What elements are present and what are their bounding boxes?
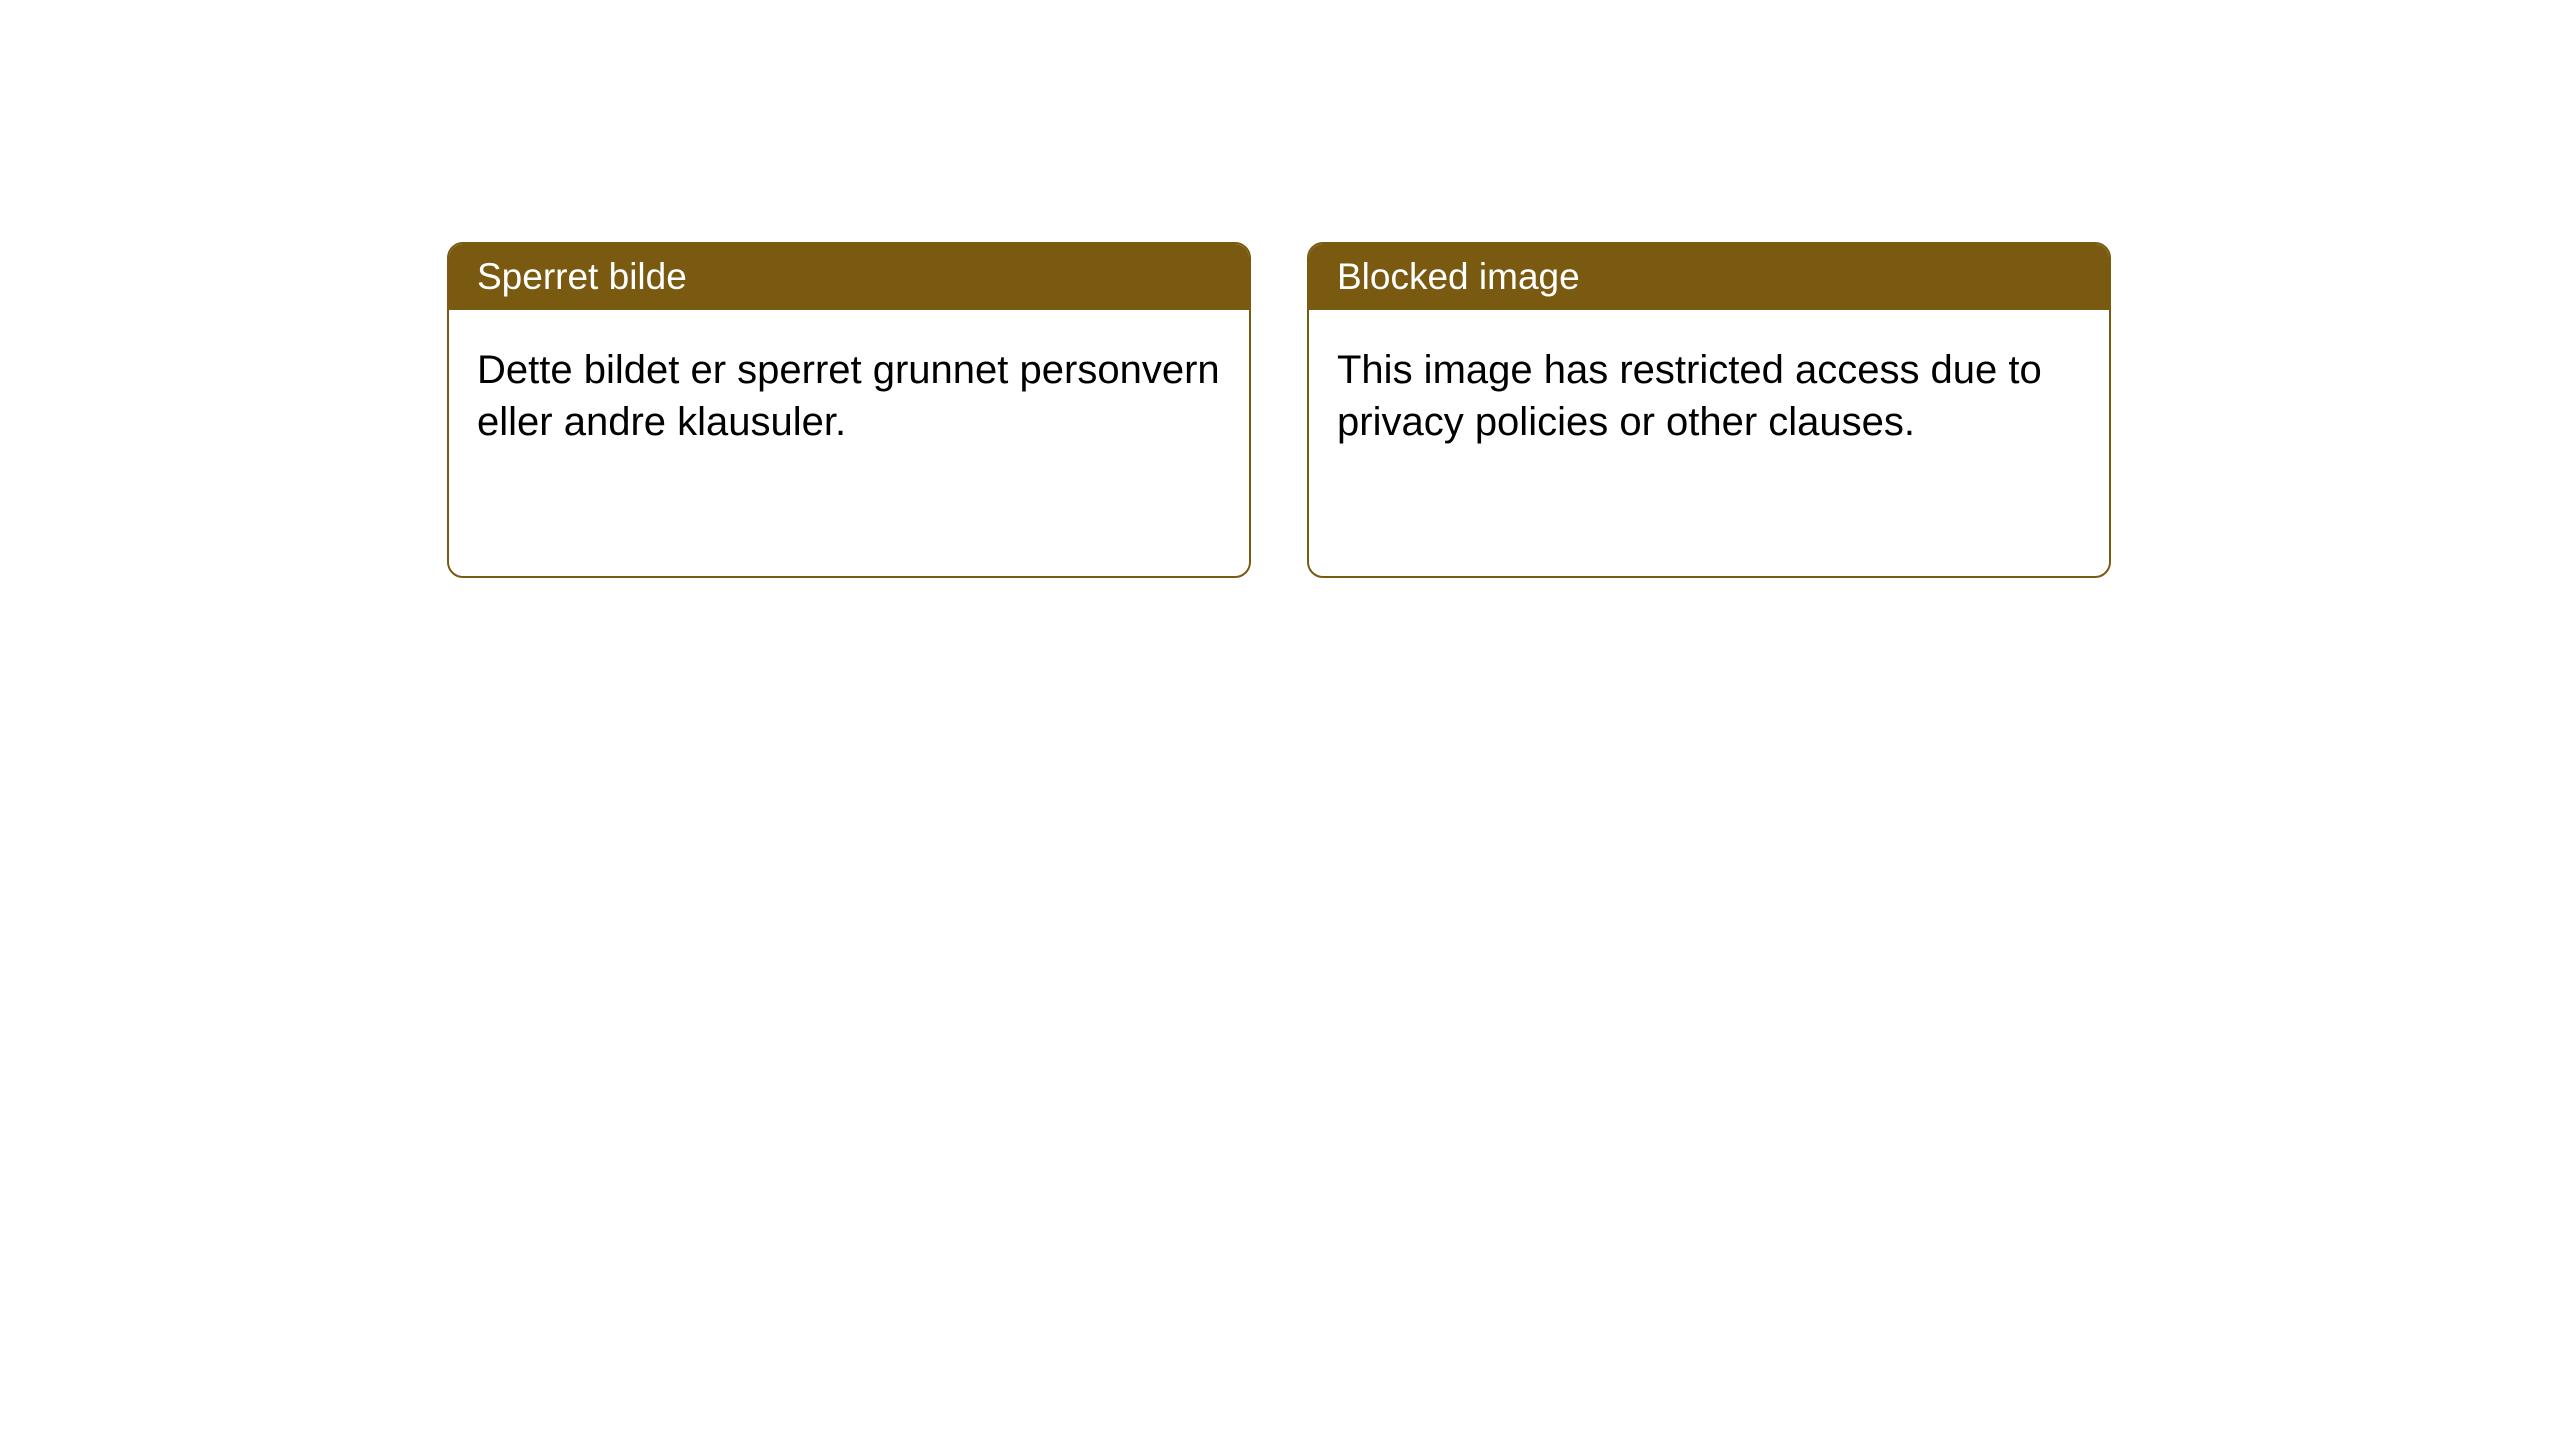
notice-body-norwegian: Dette bildet er sperret grunnet personve… bbox=[449, 310, 1249, 482]
notice-message: Dette bildet er sperret grunnet personve… bbox=[477, 348, 1220, 444]
notice-card-norwegian: Sperret bilde Dette bildet er sperret gr… bbox=[447, 242, 1251, 578]
notice-title: Sperret bilde bbox=[477, 256, 687, 297]
notice-header-english: Blocked image bbox=[1309, 244, 2109, 310]
notice-title: Blocked image bbox=[1337, 256, 1580, 297]
notice-header-norwegian: Sperret bilde bbox=[449, 244, 1249, 310]
notice-container: Sperret bilde Dette bildet er sperret gr… bbox=[447, 242, 2111, 578]
notice-card-english: Blocked image This image has restricted … bbox=[1307, 242, 2111, 578]
notice-body-english: This image has restricted access due to … bbox=[1309, 310, 2109, 482]
notice-message: This image has restricted access due to … bbox=[1337, 348, 2042, 444]
